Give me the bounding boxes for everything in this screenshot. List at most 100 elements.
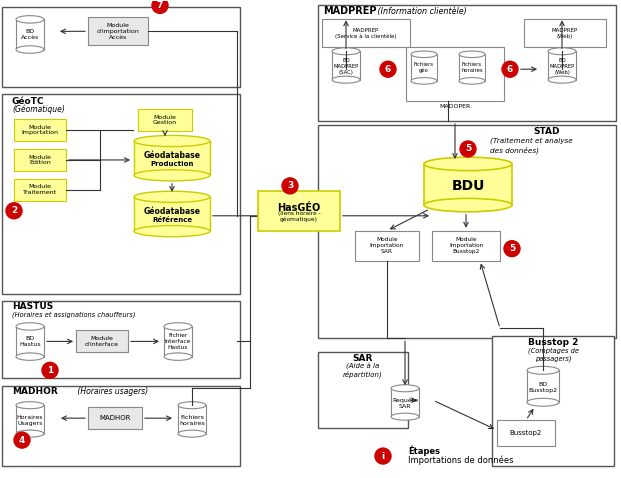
Text: Production: Production <box>150 161 194 167</box>
Text: 5: 5 <box>465 144 471 153</box>
Bar <box>318 352 408 428</box>
Bar <box>2 94 240 293</box>
Text: des données): des données) <box>490 146 539 154</box>
Bar <box>14 179 66 201</box>
Polygon shape <box>178 405 206 434</box>
Text: 1: 1 <box>47 366 53 375</box>
Bar <box>76 330 128 352</box>
Text: (Horaires usagers): (Horaires usagers) <box>75 387 148 396</box>
Text: (liens horaire -
géomatique): (liens horaire - géomatique) <box>278 211 320 222</box>
Ellipse shape <box>16 323 44 330</box>
Circle shape <box>375 448 391 464</box>
Text: 6: 6 <box>507 65 513 74</box>
Bar <box>497 420 555 446</box>
Text: Fichiers
horaires: Fichiers horaires <box>461 62 483 73</box>
Text: Géodatabase: Géodatabase <box>143 207 201 216</box>
Ellipse shape <box>424 157 512 171</box>
Text: MADPREP
(Web): MADPREP (Web) <box>552 28 578 39</box>
Text: 5: 5 <box>509 244 515 253</box>
Ellipse shape <box>548 76 576 83</box>
Circle shape <box>460 141 476 157</box>
Ellipse shape <box>459 51 485 57</box>
Ellipse shape <box>527 398 559 406</box>
Text: MADPREP: MADPREP <box>323 6 376 16</box>
Text: Fichiers
géo: Fichiers géo <box>414 62 434 73</box>
Ellipse shape <box>134 191 210 202</box>
Polygon shape <box>548 51 576 80</box>
Ellipse shape <box>178 402 206 409</box>
Text: MADHOR: MADHOR <box>99 415 130 421</box>
Polygon shape <box>527 370 559 402</box>
Ellipse shape <box>134 226 210 237</box>
Text: Horaires
Usagers: Horaires Usagers <box>17 415 43 425</box>
Bar <box>322 20 410 47</box>
Circle shape <box>42 362 58 378</box>
Text: (Information clientèle): (Information clientèle) <box>375 7 467 16</box>
Ellipse shape <box>527 366 559 374</box>
Text: Requête
SAR: Requête SAR <box>392 398 418 409</box>
Polygon shape <box>16 326 44 357</box>
Polygon shape <box>459 54 485 81</box>
Text: BD
MADPREP
(Web): BD MADPREP (Web) <box>550 58 574 75</box>
Circle shape <box>502 61 518 77</box>
Circle shape <box>6 203 22 219</box>
Text: BD
Hastus: BD Hastus <box>19 336 41 347</box>
Text: (Aide à la: (Aide à la <box>347 363 379 370</box>
Circle shape <box>14 432 30 448</box>
Text: Importations de données: Importations de données <box>408 456 514 465</box>
Polygon shape <box>134 197 210 231</box>
Ellipse shape <box>391 385 419 392</box>
Bar <box>318 5 616 121</box>
Text: Géodatabase: Géodatabase <box>143 152 201 161</box>
Text: (Traitement et analyse: (Traitement et analyse <box>490 138 573 144</box>
Ellipse shape <box>16 46 44 53</box>
Text: 2: 2 <box>11 206 17 215</box>
Text: MADOPER: MADOPER <box>440 104 471 109</box>
Ellipse shape <box>424 198 512 212</box>
Bar <box>88 17 148 45</box>
Ellipse shape <box>548 48 576 55</box>
Bar <box>2 7 240 87</box>
Circle shape <box>152 0 168 13</box>
Text: Module
Importation
Busstop2: Module Importation Busstop2 <box>449 238 483 254</box>
Text: STAD: STAD <box>533 127 560 136</box>
Bar <box>492 337 614 466</box>
Ellipse shape <box>134 135 210 147</box>
Circle shape <box>380 61 396 77</box>
Ellipse shape <box>411 51 437 57</box>
Ellipse shape <box>391 413 419 420</box>
Bar <box>138 109 192 131</box>
Bar <box>355 231 419 261</box>
Text: i: i <box>381 452 384 461</box>
Text: Module
Gestion: Module Gestion <box>153 115 177 125</box>
Circle shape <box>282 178 298 194</box>
Bar <box>88 407 142 429</box>
Bar <box>258 191 340 231</box>
Polygon shape <box>424 164 512 205</box>
Text: Module
Édition: Module Édition <box>29 154 52 165</box>
Ellipse shape <box>332 76 360 83</box>
Polygon shape <box>164 326 192 357</box>
Text: HASTUS: HASTUS <box>12 302 53 311</box>
Polygon shape <box>16 405 44 434</box>
Text: MADHOR: MADHOR <box>12 387 58 396</box>
Text: Busstop2: Busstop2 <box>510 430 542 436</box>
Text: MADPREP
(Service à la clientèle): MADPREP (Service à la clientèle) <box>335 28 397 39</box>
Text: 4: 4 <box>19 435 25 445</box>
Text: (Comptages de: (Comptages de <box>527 347 579 354</box>
Text: Module
Importation: Module Importation <box>22 125 58 135</box>
Text: (Horaires et assignations chauffeurs): (Horaires et assignations chauffeurs) <box>12 311 135 318</box>
Text: Fichiers
horaires: Fichiers horaires <box>179 415 205 425</box>
Text: Module
d'importation
Accès: Module d'importation Accès <box>97 23 139 40</box>
Bar <box>406 47 504 101</box>
Text: BDU: BDU <box>451 179 484 193</box>
Text: répartition): répartition) <box>343 370 383 378</box>
Ellipse shape <box>164 323 192 330</box>
Text: Étapes: Étapes <box>408 446 440 456</box>
Bar <box>2 386 240 466</box>
Polygon shape <box>134 141 210 175</box>
Bar <box>14 119 66 141</box>
Text: Module
d'interface: Module d'interface <box>85 336 119 347</box>
Text: Fichier
interface
Hastus: Fichier interface Hastus <box>165 333 191 350</box>
Ellipse shape <box>164 353 192 360</box>
